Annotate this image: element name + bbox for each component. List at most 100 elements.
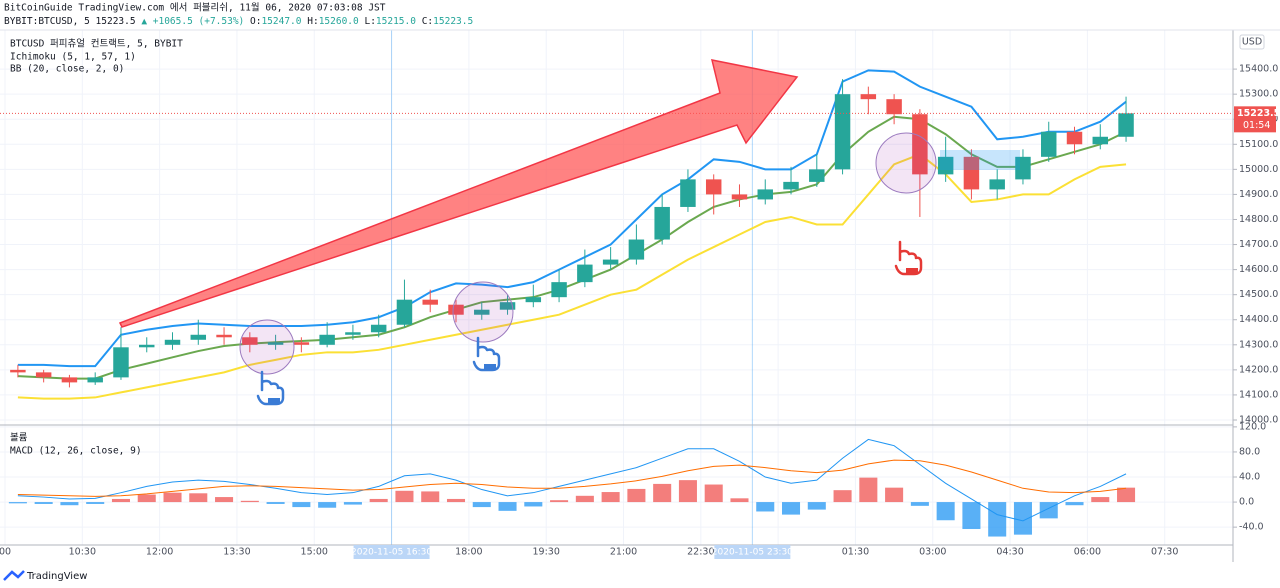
pane-legend: 볼륨 — [10, 433, 28, 444]
histogram-bar — [833, 490, 852, 503]
publish-info: BitCoinGuide TradingView.com 에서 퍼블리쉬, 11… — [4, 2, 386, 14]
candle-body — [1092, 136, 1109, 145]
candle-body — [834, 94, 851, 170]
histogram-bar — [885, 487, 904, 503]
ohlc-value: 15247.0 — [261, 16, 301, 27]
candle-body — [345, 332, 361, 335]
histogram-bar — [34, 502, 53, 504]
x-tick-label: 22:30 — [687, 547, 714, 558]
histogram-bar — [936, 502, 955, 521]
histogram-bar — [627, 488, 646, 503]
candle-body — [35, 372, 52, 378]
candle-body — [61, 377, 78, 383]
pane-legend: MACD (12, 26, close, 9) — [10, 446, 142, 457]
histogram-bar — [704, 484, 723, 503]
histogram-bar — [60, 502, 79, 506]
crosshair-tag — [714, 545, 791, 559]
highlight-circle — [452, 281, 514, 343]
y-tick-label: 120.0 — [1239, 421, 1266, 432]
histogram-bar — [807, 502, 826, 510]
histogram-bar — [1117, 487, 1136, 503]
histogram-bar — [395, 490, 414, 503]
x-tick-label: 07:30 — [1151, 547, 1178, 558]
candle-body — [912, 114, 928, 175]
histogram-bar — [575, 495, 594, 503]
histogram-bar — [189, 493, 208, 503]
x-tick-label: 03:00 — [919, 547, 946, 558]
histogram-bar — [446, 498, 466, 503]
candle-body — [448, 304, 464, 315]
histogram-bar — [756, 502, 775, 512]
y-tick-label: 80.0 — [1239, 446, 1260, 457]
histogram-bar — [1039, 502, 1058, 519]
y-tick-label: 40.0 — [1239, 472, 1260, 483]
hand-icon — [472, 336, 501, 372]
candle-body — [422, 299, 438, 305]
histogram-bar — [524, 502, 543, 507]
histogram-bar — [266, 502, 285, 504]
histogram-bar — [292, 502, 311, 508]
x-tick-label: 15:00 — [301, 547, 328, 558]
symbol-info: BYBIT:BTCUSD, 5 15223.5 ▲ +1065.5 (+7.53… — [4, 16, 473, 27]
candle-body — [680, 179, 696, 207]
macd-line — [17, 438, 1127, 522]
candle-body — [319, 334, 335, 345]
x-tick-label: 10:30 — [69, 547, 96, 558]
price-change: ▲ +1065.5 (+7.53%) — [141, 16, 244, 27]
x-tick-label: 18:00 — [455, 547, 482, 558]
histogram-bar — [782, 502, 801, 515]
histogram-bar — [215, 497, 234, 503]
histogram-bar — [8, 502, 27, 504]
y-tick-label: 14000.0 — [1239, 414, 1278, 425]
histogram-bar — [1091, 497, 1110, 503]
candle-body — [783, 181, 799, 190]
crosshair-tag — [353, 545, 430, 559]
y-tick-label: -40.0 — [1239, 522, 1264, 533]
histogram-bar — [988, 502, 1007, 537]
candle-body — [474, 309, 490, 315]
candle-body — [937, 156, 954, 175]
logo-mark — [3, 570, 25, 581]
histogram-bar — [962, 502, 981, 530]
x-tick-label: 06:00 — [1074, 547, 1101, 558]
ohlc-label: C: — [422, 16, 433, 27]
histogram-bar — [1065, 502, 1084, 506]
candle-body — [370, 324, 387, 333]
histogram-bar — [369, 498, 388, 503]
candle-body — [551, 282, 567, 298]
candle-body — [10, 369, 26, 373]
y-tick-label: 15400.0 — [1239, 64, 1278, 75]
candle-body — [499, 302, 516, 310]
hand-icon — [256, 370, 285, 406]
pane-legend: BTCUSD 퍼피츄얼 컨트랙트, 5, BYBIT — [10, 39, 183, 50]
histogram-bar — [730, 498, 749, 503]
candle-body — [396, 299, 413, 325]
y-tick-label: 14100.0 — [1239, 389, 1278, 400]
currency-box[interactable] — [1239, 34, 1265, 50]
histogram-bar — [343, 502, 362, 505]
y-tick-label: 15300.0 — [1239, 89, 1278, 100]
histogram-bar — [678, 480, 697, 503]
y-tick-label: 15000.0 — [1239, 164, 1278, 175]
y-tick-label: 14300.0 — [1239, 339, 1278, 350]
currency[interactable]: USD — [1242, 37, 1262, 48]
annotations — [118, 59, 1020, 406]
histogram-bar — [498, 502, 517, 511]
histogram-bar — [653, 483, 672, 503]
candle-body — [731, 194, 748, 200]
macd-line — [17, 459, 1127, 497]
candle-body — [860, 94, 877, 100]
candle-body — [113, 347, 129, 378]
histogram-bar — [421, 491, 440, 503]
histogram-bar — [550, 500, 569, 503]
highlight-circle — [875, 132, 937, 194]
footer-logo: TradingView — [3, 570, 87, 582]
candle-body — [757, 189, 773, 200]
overlay-line — [17, 115, 1127, 380]
x-tick-label: 01:30 — [842, 547, 869, 558]
candle-body — [293, 342, 310, 345]
x-tick-label: 00 — [0, 547, 11, 558]
ohlc-label: O: — [250, 16, 261, 27]
trend-arrow — [118, 59, 799, 328]
